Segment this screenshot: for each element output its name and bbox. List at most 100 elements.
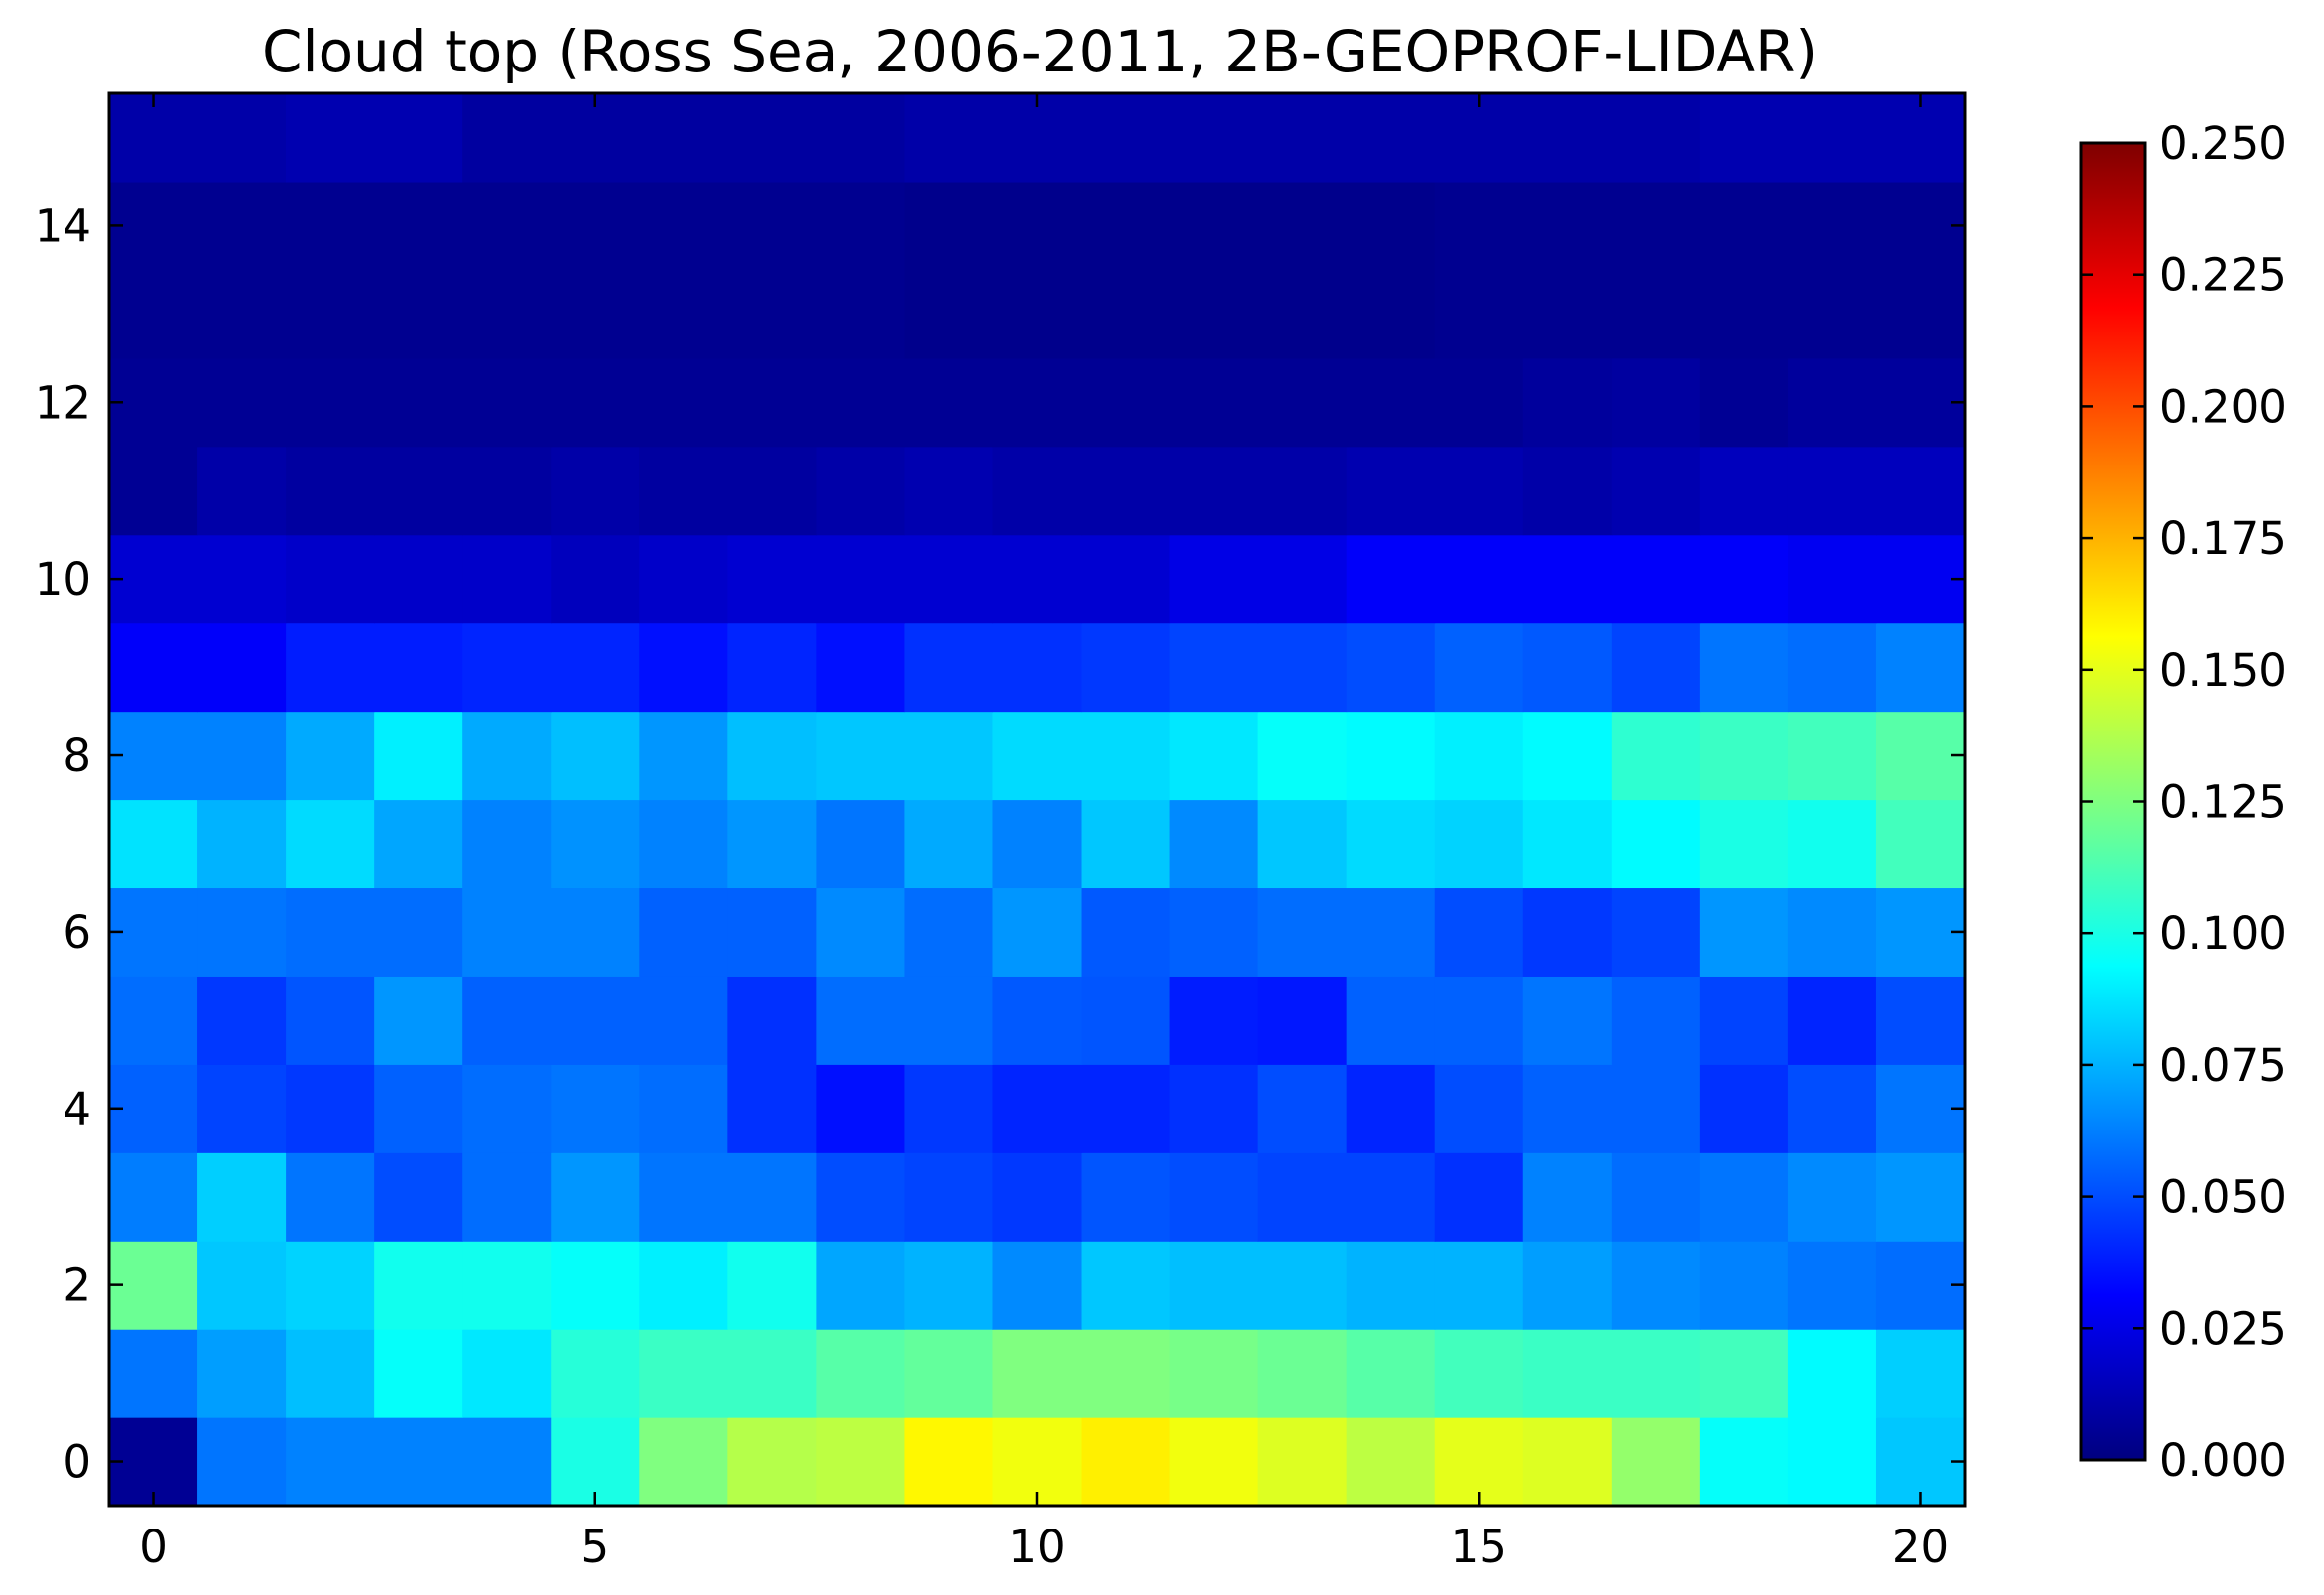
heatmap-cell [1875, 1064, 1966, 1153]
x-tick-label: 5 [581, 1521, 609, 1573]
x-tick-label: 15 [1451, 1521, 1507, 1573]
heatmap-cell [1434, 357, 1524, 448]
heatmap-cell [109, 1241, 198, 1330]
heatmap-cell [374, 887, 463, 977]
heatmap-cell [551, 887, 640, 977]
heatmap-cell [816, 1329, 906, 1418]
heatmap-cell [462, 976, 552, 1065]
heatmap-cell [374, 1241, 463, 1330]
chart-title: Cloud top (Ross Sea, 2006-2011, 2B-GEOPR… [262, 18, 1818, 85]
heatmap-cell [992, 1152, 1083, 1242]
heatmap-cell [374, 799, 463, 889]
heatmap-cell [1081, 269, 1171, 359]
heatmap-cell [639, 93, 728, 183]
heatmap-cell [639, 976, 728, 1065]
heatmap-cell [374, 357, 463, 448]
heatmap-cell [109, 93, 198, 183]
heatmap-cell [1787, 1152, 1877, 1242]
heatmap-cell [727, 357, 817, 448]
heatmap-cell [1434, 1152, 1524, 1242]
heatmap-cell [1257, 1064, 1348, 1153]
heatmap-cell [1611, 534, 1701, 624]
heatmap-cell [286, 1417, 375, 1507]
heatmap-cell [1699, 1241, 1789, 1330]
heatmap-cell [551, 534, 640, 624]
heatmap-cell [904, 357, 994, 448]
heatmap-cell [1081, 446, 1171, 536]
heatmap-cell [727, 93, 817, 183]
y-axis: 0 2 4 6 8 10 12 14 [35, 199, 1965, 1489]
heatmap-cell [1081, 181, 1171, 271]
heatmap-cell [1434, 269, 1524, 359]
heatmap-cell [639, 357, 728, 448]
heatmap-cell [1434, 887, 1524, 977]
heatmap-cell [197, 1329, 287, 1418]
heatmap-cell [816, 887, 906, 977]
heatmap-cell [462, 1241, 552, 1330]
heatmap-cell [197, 534, 287, 624]
heatmap-cell [109, 887, 198, 977]
heatmap-cell [1346, 269, 1436, 359]
heatmap-cell [1169, 446, 1259, 536]
heatmap-cell [197, 799, 287, 889]
heatmap-cell [1611, 887, 1701, 977]
heatmap-cell [374, 711, 463, 801]
colorbar-tick-label: 0.225 [2159, 249, 2287, 302]
heatmap-cell [992, 534, 1083, 624]
heatmap-cell [109, 181, 198, 271]
heatmap-cell [1787, 711, 1877, 801]
heatmap-cell [109, 1064, 198, 1153]
heatmap-cell [462, 534, 552, 624]
heatmap-cell [727, 976, 817, 1065]
heatmap-cell [816, 93, 906, 183]
heatmap-cell [286, 93, 375, 183]
heatmap-cell [904, 1417, 994, 1507]
heatmap-cell [639, 1152, 728, 1242]
heatmap-cell [1787, 446, 1877, 536]
heatmap-cell [992, 1417, 1083, 1507]
heatmap-cell [109, 1329, 198, 1418]
heatmap-cell [109, 357, 198, 448]
heatmap-cell [1346, 93, 1436, 183]
heatmap-cell [904, 93, 994, 183]
y-tick-label: 6 [63, 906, 91, 959]
heatmap-cell [197, 976, 287, 1065]
heatmap-cell [1522, 1417, 1613, 1507]
heatmap-cell [1257, 357, 1348, 448]
heatmap-cell [374, 1417, 463, 1507]
heatmap-cell [1522, 1152, 1613, 1242]
heatmap-cell [1081, 1329, 1171, 1418]
heatmap-cell [286, 357, 375, 448]
heatmap-cell [197, 1241, 287, 1330]
heatmap-cell [197, 1417, 287, 1507]
heatmap-cell [727, 887, 817, 977]
heatmap-cell [374, 1329, 463, 1418]
heatmap-cell [639, 799, 728, 889]
heatmap-cell [286, 534, 375, 624]
heatmap-cell [727, 1417, 817, 1507]
heatmap-cell [462, 269, 552, 359]
heatmap-cell [1257, 1241, 1348, 1330]
heatmap-cell [1611, 93, 1701, 183]
heatmap-cell [1434, 93, 1524, 183]
heatmap-cell [639, 1417, 728, 1507]
heatmap-cell [992, 446, 1083, 536]
heatmap-cell [551, 799, 640, 889]
heatmap-cell [1699, 446, 1789, 536]
heatmap-cell [992, 711, 1083, 801]
heatmap-cell [551, 446, 640, 536]
heatmap-cell [1787, 799, 1877, 889]
heatmap-cell [1257, 1152, 1348, 1242]
heatmap-cell [1081, 93, 1171, 183]
heatmap-cell [1434, 622, 1524, 713]
heatmap-cell [904, 1152, 994, 1242]
heatmap-cell [551, 357, 640, 448]
heatmap-cell [992, 622, 1083, 713]
heatmap-cell [1169, 622, 1259, 713]
heatmap-cell [992, 1241, 1083, 1330]
heatmap-cell [727, 711, 817, 801]
heatmap-cell [109, 1417, 198, 1507]
heatmap-cell [1434, 1064, 1524, 1153]
heatmap-cell [462, 93, 552, 183]
